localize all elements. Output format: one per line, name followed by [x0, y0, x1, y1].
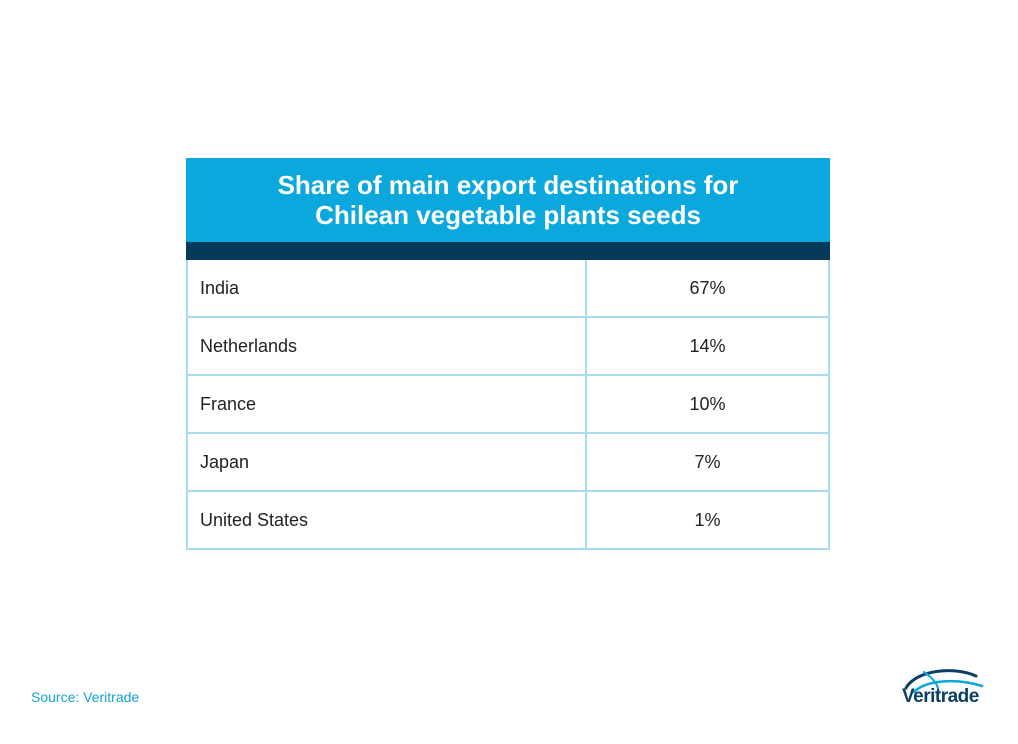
table-title-line-1: Share of main export destinations for [277, 170, 739, 200]
table-row: France 10% [186, 374, 830, 434]
table-header: Share of main export destinations for Ch… [186, 158, 830, 242]
veritrade-globe-icon [904, 669, 984, 697]
share-cell: 7% [585, 432, 830, 492]
country-cell: Netherlands [186, 316, 587, 376]
country-cell: India [186, 260, 587, 318]
logo-text: Veritrade [902, 686, 979, 707]
share-cell: 14% [585, 316, 830, 376]
share-cell: 67% [585, 260, 830, 318]
table-row: India 67% [186, 260, 830, 318]
share-cell: 10% [585, 374, 830, 434]
table-title-line-2: Chilean vegetable plants seeds [315, 200, 701, 230]
table-row: Japan 7% [186, 432, 830, 492]
country-cell: Japan [186, 432, 587, 492]
share-cell: 1% [585, 490, 830, 550]
table-row: Netherlands 14% [186, 316, 830, 376]
country-cell: United States [186, 490, 587, 550]
veritrade-logo: Veritrade [896, 666, 988, 716]
export-share-table-card: Share of main export destinations for Ch… [186, 158, 830, 550]
export-share-table: India 67% Netherlands 14% France 10% Jap… [186, 260, 830, 550]
source-note: Source: Veritrade [31, 689, 140, 705]
table-row: United States 1% [186, 490, 830, 550]
header-divider-bar [186, 242, 830, 260]
country-cell: France [186, 374, 587, 434]
